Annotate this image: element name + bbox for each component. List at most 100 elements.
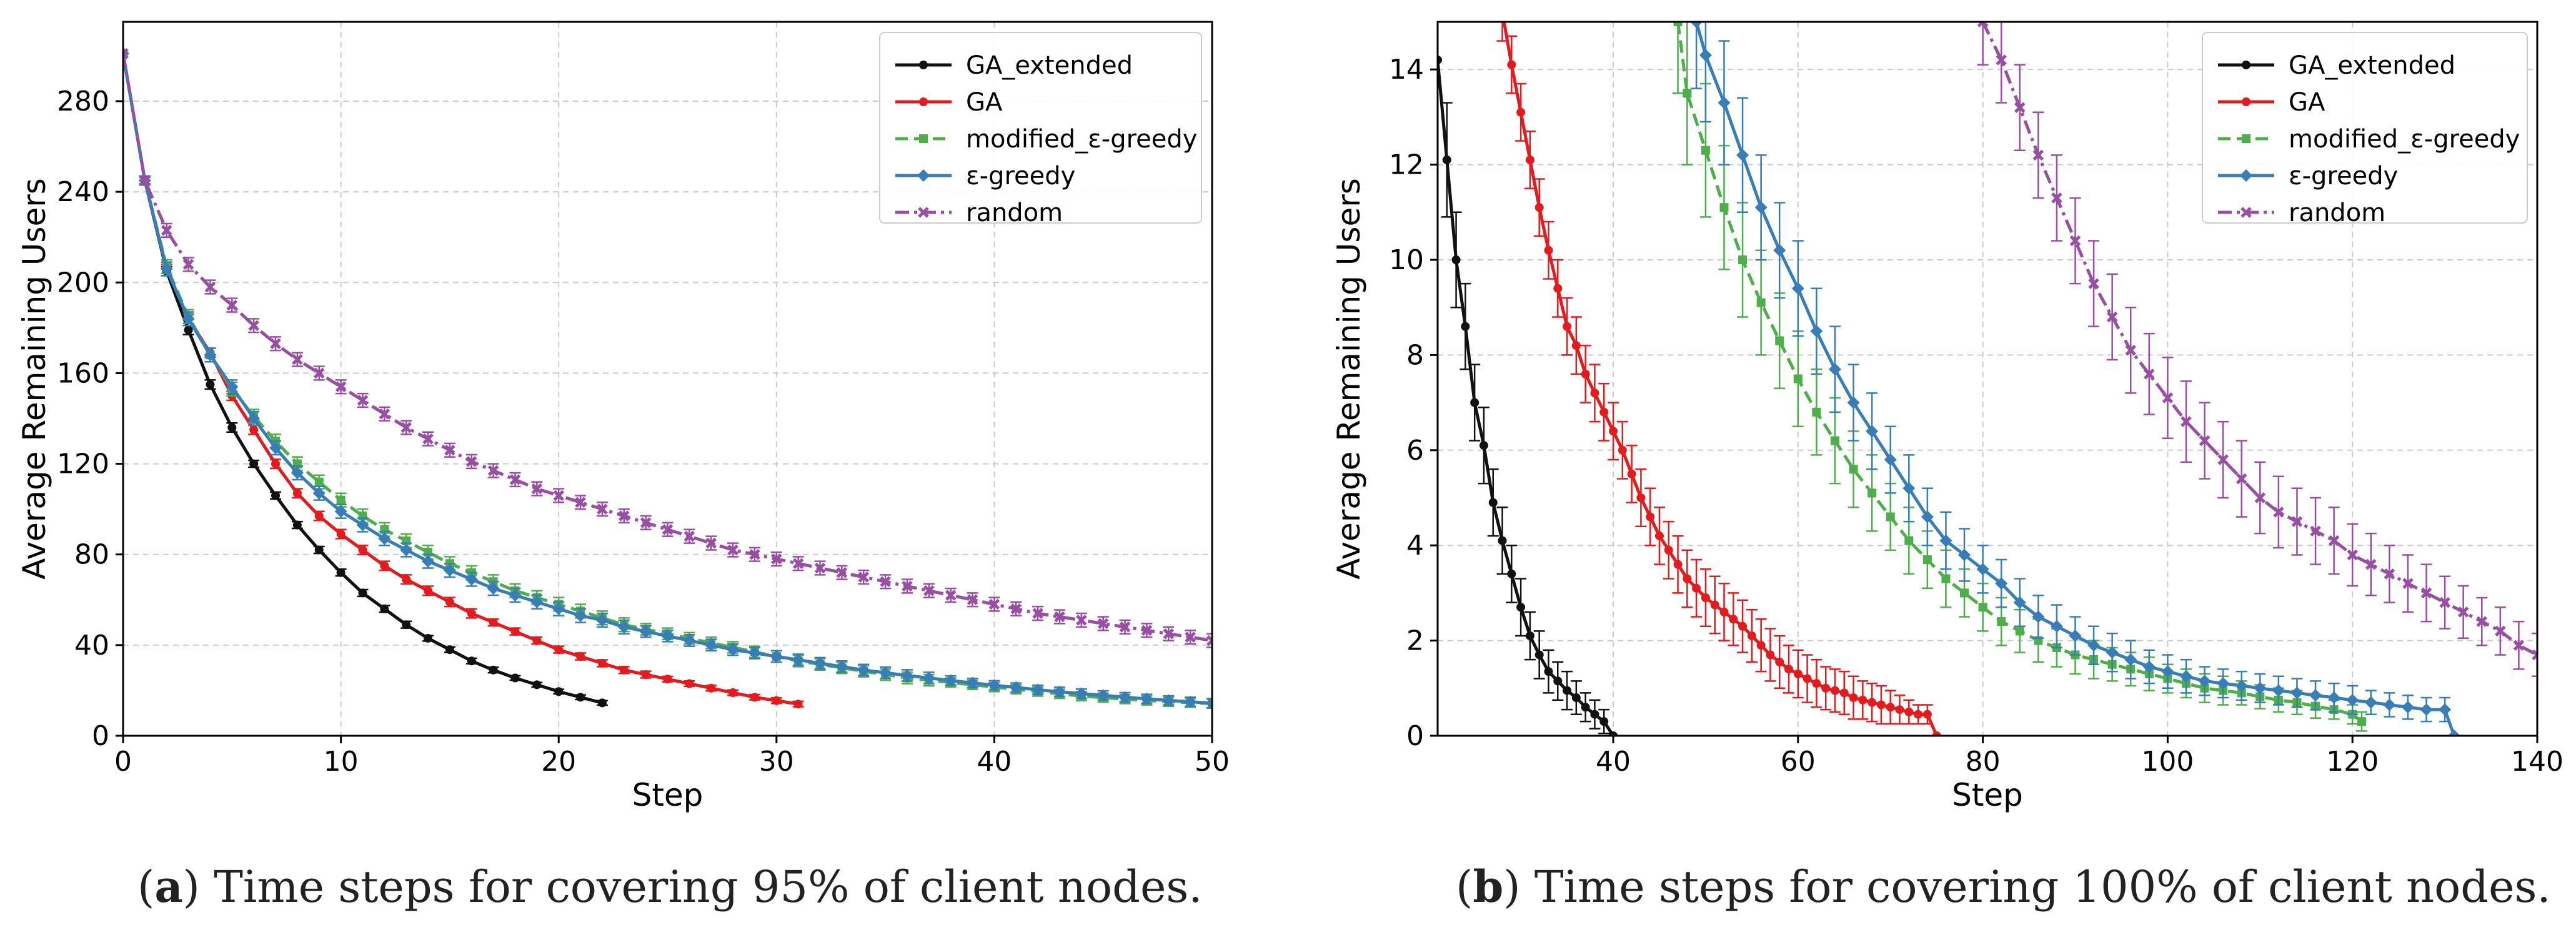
- data-point: [988, 598, 1000, 610]
- data-point: [161, 225, 172, 236]
- data-point: [1097, 618, 1109, 630]
- data-point: [314, 512, 324, 521]
- data-point: [1118, 691, 1131, 704]
- data-point: [2476, 616, 2488, 627]
- y-tick-label: 40: [74, 630, 109, 661]
- data-point: [1747, 631, 1756, 640]
- y-tick-label: 2: [1406, 625, 1424, 657]
- data-point: [641, 670, 650, 680]
- data-point: [1646, 512, 1655, 522]
- data-point: [248, 320, 259, 331]
- data-point: [1812, 407, 1821, 417]
- data-point: [1960, 588, 1969, 598]
- data-point: [1442, 155, 1451, 164]
- data-point: [1784, 665, 1794, 674]
- legend-marker: [2242, 61, 2250, 69]
- data-point: [2439, 703, 2452, 716]
- data-point: [2014, 102, 2026, 113]
- data-point: [1701, 146, 1710, 155]
- legend-item-modified_ε-greedy: modified_ε-greedy: [2218, 125, 2520, 154]
- data-point: [2254, 492, 2266, 503]
- data-point: [467, 656, 476, 666]
- data-point: [510, 673, 520, 683]
- series-line: [123, 53, 1212, 643]
- legend-item-ε-greedy: ε-greedy: [895, 162, 1075, 190]
- series-ε-greedy: [1690, 22, 2460, 736]
- data-point: [1206, 635, 1212, 646]
- data-point: [2217, 454, 2229, 465]
- series-GA: [1496, 22, 1941, 736]
- data-point: [2309, 689, 2322, 702]
- legend-item-GA_extended: GA_extended: [2218, 51, 2455, 80]
- data-point: [1690, 22, 1703, 28]
- data-point: [1162, 694, 1175, 707]
- data-point: [1812, 679, 1821, 688]
- data-point: [1719, 607, 1729, 616]
- data-point: [422, 433, 434, 445]
- x-tick-label: 120: [2326, 746, 2379, 778]
- x-tick-label: 40: [977, 746, 1012, 778]
- data-point: [813, 656, 827, 670]
- x-tick-label: 20: [541, 746, 576, 778]
- data-point: [532, 680, 542, 690]
- data-point: [554, 687, 564, 696]
- data-point: [1803, 674, 1812, 683]
- data-point: [1438, 55, 1442, 64]
- data-point: [1185, 631, 1196, 643]
- data-point: [1932, 731, 1941, 736]
- data-point: [2069, 235, 2081, 247]
- data-point: [1525, 631, 1534, 640]
- axes-frame: [122, 21, 1213, 737]
- data-point: [1184, 695, 1197, 708]
- data-point: [2328, 535, 2340, 547]
- data-point: [1849, 465, 1858, 474]
- data-point: [1886, 512, 1895, 522]
- series-line: [123, 53, 603, 705]
- legend-label: modified_ε-greedy: [966, 125, 1197, 154]
- data-point: [2032, 149, 2044, 161]
- data-point: [814, 562, 826, 574]
- data-point: [1996, 54, 2007, 66]
- data-point: [1618, 445, 1627, 455]
- legend-item-GA: GA: [895, 88, 1003, 117]
- data-point: [1053, 685, 1066, 698]
- legend-item-random: random: [895, 199, 1063, 227]
- data-point: [422, 555, 435, 568]
- data-point: [576, 693, 585, 702]
- data-point: [2125, 345, 2137, 356]
- data-point: [1914, 710, 1923, 719]
- data-point: [1766, 650, 1775, 660]
- data-point: [271, 491, 281, 500]
- y-tick-label: 80: [74, 539, 109, 571]
- data-point: [247, 412, 261, 425]
- data-point: [465, 573, 478, 586]
- legend-label: GA_extended: [2289, 51, 2455, 80]
- data-point: [1498, 536, 1507, 545]
- data-point: [160, 262, 173, 275]
- y-tick-label: 6: [1406, 435, 1424, 467]
- plot-area: [123, 47, 1212, 710]
- data-point: [575, 497, 586, 508]
- data-point: [858, 571, 870, 583]
- error-bar: [1496, 22, 1508, 42]
- data-point: [1206, 696, 1212, 710]
- caption-a-text: Time steps for covering 95% of client no…: [214, 861, 1203, 913]
- y-tick-label: 160: [57, 357, 109, 389]
- data-point: [182, 259, 194, 270]
- data-point: [2254, 681, 2267, 695]
- data-point: [1828, 363, 1841, 376]
- data-point: [1830, 686, 1839, 695]
- x-tick-label: 0: [114, 746, 132, 778]
- data-point: [923, 585, 935, 596]
- data-point: [2235, 679, 2248, 692]
- caption-b-label: b: [1473, 861, 1504, 913]
- data-point: [1076, 615, 1087, 626]
- y-tick-label: 280: [57, 86, 109, 117]
- x-tick-label: 100: [2141, 746, 2194, 778]
- data-point: [1470, 398, 1479, 407]
- caption-b: (b) Time steps for covering 100% of clie…: [1456, 861, 2551, 913]
- data-point: [1599, 717, 1609, 726]
- data-point: [487, 582, 500, 595]
- data-point: [1699, 49, 1712, 62]
- data-point: [2346, 693, 2359, 706]
